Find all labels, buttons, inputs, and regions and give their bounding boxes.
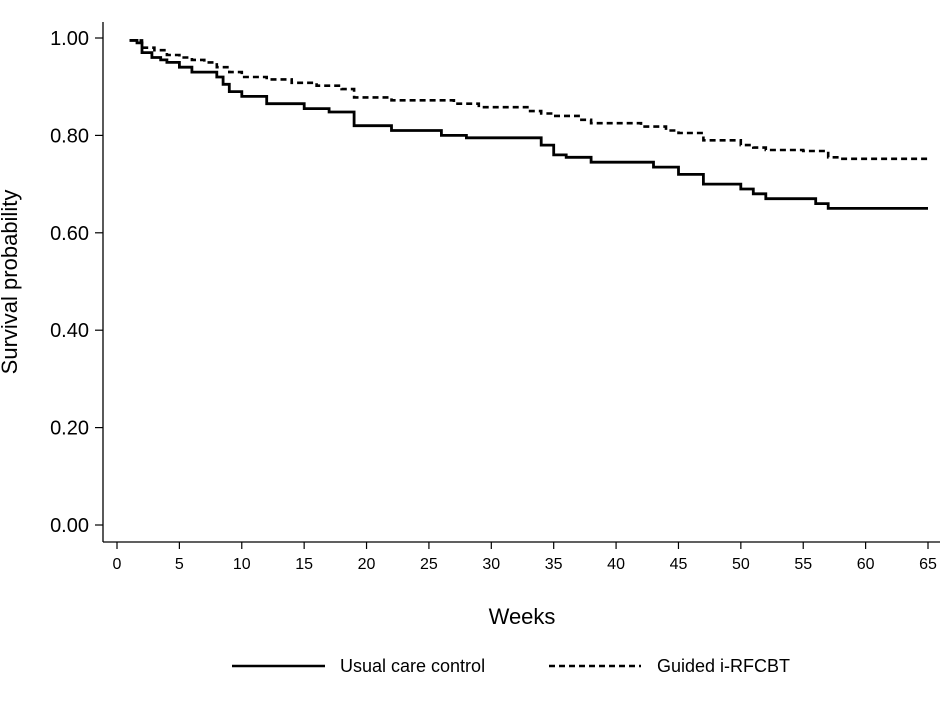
y-tick-label: 0.80 [50,125,89,147]
legend-label-2: Guided i-RFCBT [657,656,790,676]
y-tick-label: 0.60 [50,223,89,245]
y-tick-label: 1.00 [50,28,89,50]
y-tick-label: 0.00 [50,515,89,537]
series-line-1 [129,39,928,210]
y-tick-label: 0.40 [50,320,89,342]
y-ticks: 0.00 0.20 0.40 0.60 0.80 1.00 [50,28,103,537]
x-tick-label: 60 [857,556,875,573]
x-tick-label: 15 [295,556,313,573]
x-tick-label: 0 [113,556,122,573]
x-tick-label: 30 [482,556,500,573]
x-tick-label: 55 [794,556,812,573]
y-tick-label: 0.20 [50,418,89,440]
x-tick-label: 65 [919,556,937,573]
x-tick-label: 5 [175,556,184,573]
x-tick-label: 25 [420,556,438,573]
x-ticks: 0 5 10 15 20 25 30 35 40 45 50 55 60 65 [113,542,937,573]
x-axis-title: Weeks [489,604,556,629]
plot-area [129,39,928,210]
legend: Usual care control Guided i-RFCBT [232,656,790,676]
x-tick-label: 45 [670,556,688,573]
x-tick-label: 20 [358,556,376,573]
x-tick-label: 40 [607,556,625,573]
x-tick-label: 35 [545,556,563,573]
series-line-2 [129,39,928,161]
x-tick-label: 50 [732,556,750,573]
x-tick-label: 10 [233,556,251,573]
legend-label-1: Usual care control [340,656,485,676]
y-axis-title: Survival probability [0,190,22,375]
